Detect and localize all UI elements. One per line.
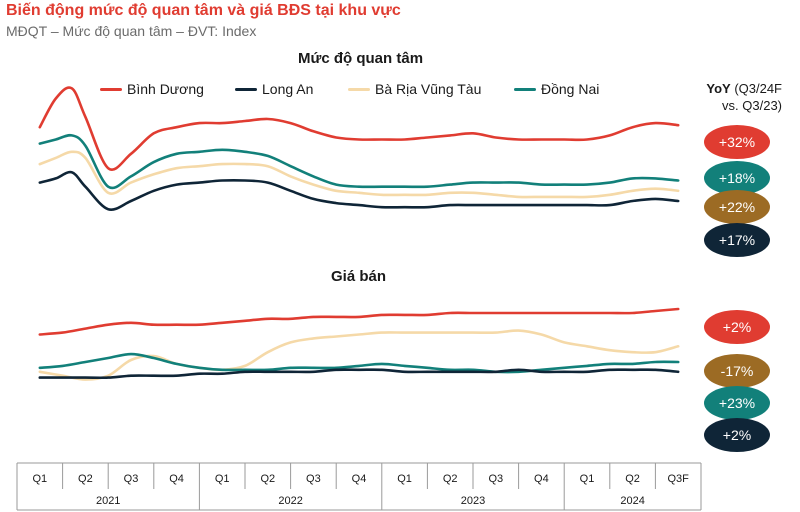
legend-item-binh-duong: Bình Dương <box>100 79 204 99</box>
series-line-1-2 <box>38 170 680 211</box>
yoy-badge-interest-binh-duong: +32% <box>704 125 770 159</box>
legend-swatch <box>100 87 122 91</box>
legend-swatch <box>235 87 257 91</box>
legend-swatch <box>348 87 370 91</box>
legend-label: Bình Dương <box>127 81 204 97</box>
legend-label: Đồng Nai <box>541 81 600 97</box>
chart-main-title: Biến động mức độ quan tâm và giá BĐS tại… <box>6 2 401 19</box>
x-tick-label: Q3 <box>306 473 321 485</box>
panel-title-interest: Mức độ quan tâm <box>298 50 424 67</box>
series-line-2-4 <box>38 352 680 374</box>
yoy-badge-interest-ba-ria-vung-tau: +22% <box>704 190 770 224</box>
yoy-badge-price-long-an: +2% <box>704 418 770 452</box>
x-tick-label: Q2 <box>78 473 93 485</box>
x-tick-label: Q3 <box>488 473 503 485</box>
panel-title-price: Giá bán <box>331 268 387 285</box>
yoy-label-bold: YoY <box>706 81 731 96</box>
x-axis: Q1 Q2 Q3 Q4 Q1 Q2 Q3 Q4 Q1 Q2 Q3 Q4 Q1 Q2 Q3F 2021 2022 2… <box>16 462 702 511</box>
yoy-header: YoY (Q3/24F vs. Q3/23) <box>672 80 782 114</box>
x-tick-label: Q1 <box>32 473 47 485</box>
x-year-label: 2023 <box>461 495 485 507</box>
series-line-1-3 <box>38 150 680 199</box>
legend-item-ba-ria-vung-tau: Bà Rịa Vũng Tàu <box>348 79 481 99</box>
x-tick-label: Q2 <box>625 473 640 485</box>
x-tick-label: Q2 <box>443 473 458 485</box>
x-tick-label: Q4 <box>169 473 184 485</box>
legend-item-long-an: Long An <box>235 79 313 99</box>
legend-label: Long An <box>262 81 314 97</box>
series-line-1-4 <box>38 133 680 190</box>
yoy-badge-interest-long-an: +17% <box>704 223 770 257</box>
plot-area-1 <box>38 86 680 211</box>
series-line-1-1 <box>38 86 680 171</box>
yoy-label-line2: vs. Q3/23) <box>722 98 782 113</box>
x-tick-label: Q4 <box>352 473 367 485</box>
x-tick-label: Q4 <box>534 473 549 485</box>
series-line-2-1 <box>38 307 680 336</box>
yoy-badge-interest-dong-nai: +18% <box>704 161 770 195</box>
x-tick-label: Q2 <box>260 473 275 485</box>
series-line-2-2 <box>38 368 680 380</box>
x-tick-label: Q3 <box>124 473 139 485</box>
chart-legend: Bình Dương Long An Bà Rịa Vũng Tàu Đồng … <box>100 79 660 99</box>
yoy-badge-price-ba-ria-vung-tau: -17% <box>704 354 770 388</box>
chart-subtitle: MĐQT – Mức độ quan tâm – ĐVT: Index <box>6 23 257 39</box>
x-year-label: 2024 <box>620 495 644 507</box>
yoy-badge-price-binh-duong: +2% <box>704 310 770 344</box>
yoy-badge-price-dong-nai: +23% <box>704 386 770 420</box>
yoy-label-rest: (Q3/24F <box>730 81 782 96</box>
x-year-label: 2022 <box>278 495 302 507</box>
legend-swatch <box>514 87 536 91</box>
x-tick-label: Q3F <box>667 473 689 485</box>
plot-area-2 <box>38 307 680 381</box>
x-year-label: 2021 <box>96 495 120 507</box>
x-tick-label: Q1 <box>580 473 595 485</box>
legend-item-dong-nai: Đồng Nai <box>514 79 599 99</box>
x-tick-label: Q1 <box>397 473 412 485</box>
legend-label: Bà Rịa Vũng Tàu <box>375 81 482 97</box>
x-tick-label: Q1 <box>215 473 230 485</box>
